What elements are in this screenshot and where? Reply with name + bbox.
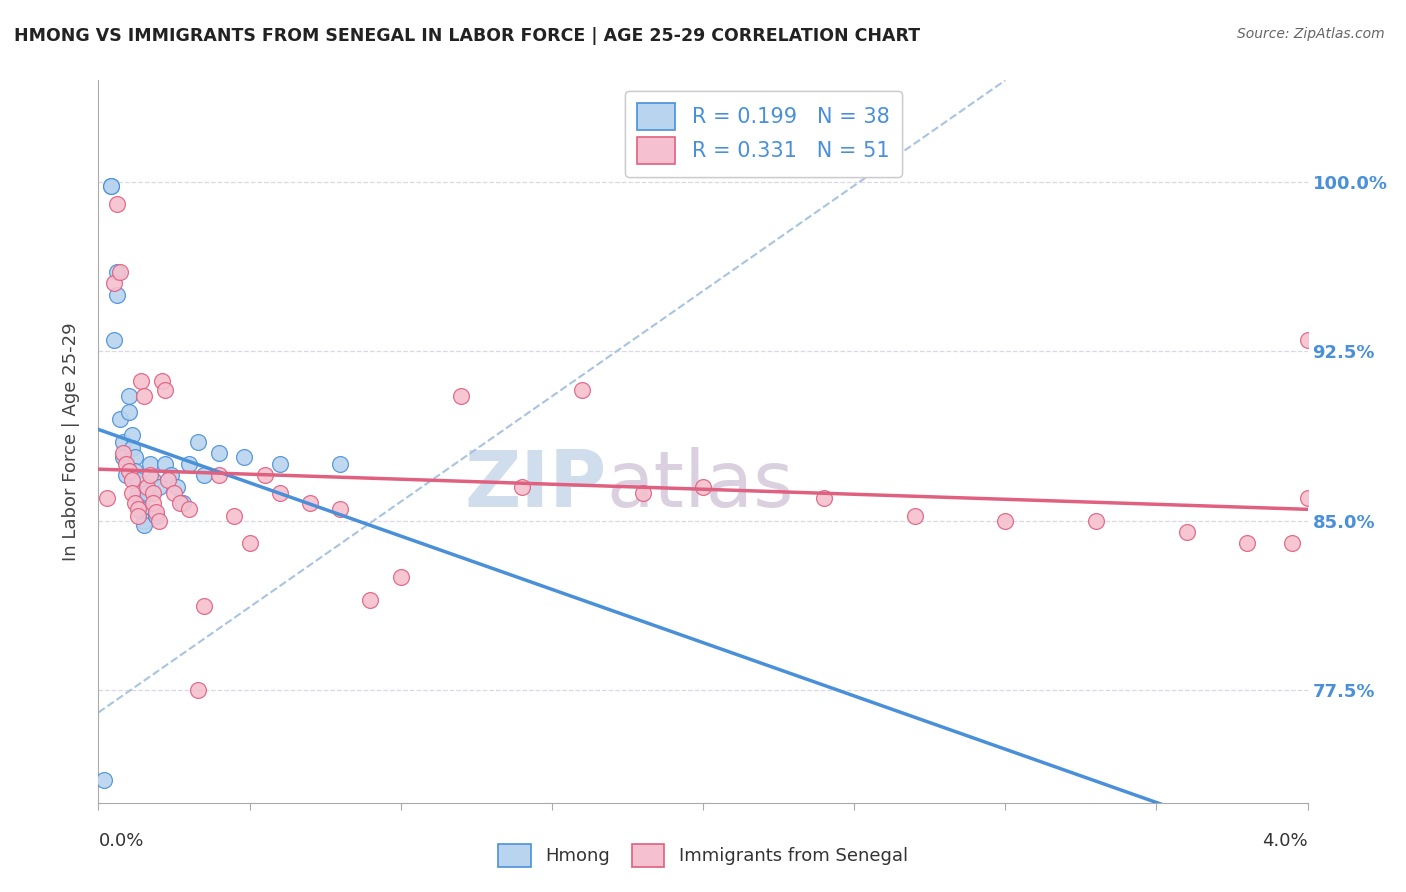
Point xyxy=(994,514,1017,528)
Point xyxy=(124,464,146,478)
Point xyxy=(156,473,179,487)
Point xyxy=(129,495,152,509)
Point xyxy=(100,179,122,194)
Point xyxy=(103,333,125,347)
Point xyxy=(142,495,165,509)
Point xyxy=(124,495,146,509)
Point xyxy=(142,486,165,500)
Point xyxy=(145,509,167,524)
Point xyxy=(114,457,136,471)
Point xyxy=(208,468,231,483)
Y-axis label: In Labor Force | Age 25-29: In Labor Force | Age 25-29 xyxy=(62,322,80,561)
Point xyxy=(571,383,593,397)
Point xyxy=(108,412,131,426)
Point xyxy=(118,405,141,419)
Text: 4.0%: 4.0% xyxy=(1263,831,1308,850)
Point xyxy=(132,389,155,403)
Text: ZIP: ZIP xyxy=(464,447,606,523)
Point xyxy=(150,374,173,388)
Point xyxy=(193,599,215,614)
Point xyxy=(169,495,191,509)
Point xyxy=(193,468,215,483)
Point xyxy=(124,450,146,465)
Point xyxy=(127,486,149,500)
Point xyxy=(121,442,143,456)
Point xyxy=(269,486,291,500)
Point xyxy=(105,197,128,211)
Point xyxy=(1296,491,1319,505)
Point xyxy=(127,509,149,524)
Point xyxy=(329,502,352,516)
Point xyxy=(360,592,382,607)
Point xyxy=(163,486,186,500)
Point xyxy=(153,383,176,397)
Point xyxy=(1085,514,1108,528)
Point xyxy=(129,502,152,516)
Point xyxy=(121,427,143,442)
Point xyxy=(224,509,246,524)
Point xyxy=(510,480,533,494)
Text: HMONG VS IMMIGRANTS FROM SENEGAL IN LABOR FORCE | AGE 25-29 CORRELATION CHART: HMONG VS IMMIGRANTS FROM SENEGAL IN LABO… xyxy=(14,27,920,45)
Point xyxy=(135,480,157,494)
Text: 0.0%: 0.0% xyxy=(98,831,143,850)
Point xyxy=(813,491,835,505)
Point xyxy=(450,389,472,403)
Point xyxy=(389,570,412,584)
Point xyxy=(253,468,276,483)
Point xyxy=(172,495,194,509)
Legend: Hmong, Immigrants from Senegal: Hmong, Immigrants from Senegal xyxy=(491,837,915,874)
Point xyxy=(269,457,291,471)
Point xyxy=(135,486,157,500)
Point xyxy=(132,518,155,533)
Point xyxy=(111,434,134,449)
Point xyxy=(299,495,322,509)
Point xyxy=(1236,536,1258,550)
Point xyxy=(160,468,183,483)
Point xyxy=(127,473,149,487)
Point xyxy=(239,536,262,550)
Point xyxy=(118,464,141,478)
Point xyxy=(105,265,128,279)
Point xyxy=(148,514,170,528)
Point xyxy=(631,486,654,500)
Point xyxy=(329,457,352,471)
Point xyxy=(145,504,167,518)
Point xyxy=(1281,536,1303,550)
Point xyxy=(148,480,170,494)
Point xyxy=(692,480,714,494)
Point xyxy=(179,457,201,471)
Point xyxy=(139,468,162,483)
Point xyxy=(121,486,143,500)
Point xyxy=(118,389,141,403)
Point xyxy=(108,265,131,279)
Point xyxy=(187,434,209,449)
Point xyxy=(187,682,209,697)
Point xyxy=(904,509,927,524)
Text: Source: ZipAtlas.com: Source: ZipAtlas.com xyxy=(1237,27,1385,41)
Point xyxy=(139,457,162,471)
Legend: R = 0.199   N = 38, R = 0.331   N = 51: R = 0.199 N = 38, R = 0.331 N = 51 xyxy=(626,91,901,177)
Point xyxy=(103,277,125,291)
Point xyxy=(114,468,136,483)
Point xyxy=(132,514,155,528)
Point xyxy=(127,502,149,516)
Point xyxy=(96,491,118,505)
Point xyxy=(121,473,143,487)
Point xyxy=(208,446,231,460)
Point xyxy=(232,450,254,465)
Point xyxy=(111,450,134,465)
Point xyxy=(93,773,115,788)
Point xyxy=(105,287,128,301)
Point xyxy=(153,457,176,471)
Point xyxy=(1296,333,1319,347)
Point xyxy=(100,179,122,194)
Point xyxy=(1175,524,1198,539)
Point xyxy=(142,473,165,487)
Point xyxy=(111,446,134,460)
Point xyxy=(166,480,188,494)
Text: atlas: atlas xyxy=(606,447,794,523)
Point xyxy=(179,502,201,516)
Point xyxy=(129,374,152,388)
